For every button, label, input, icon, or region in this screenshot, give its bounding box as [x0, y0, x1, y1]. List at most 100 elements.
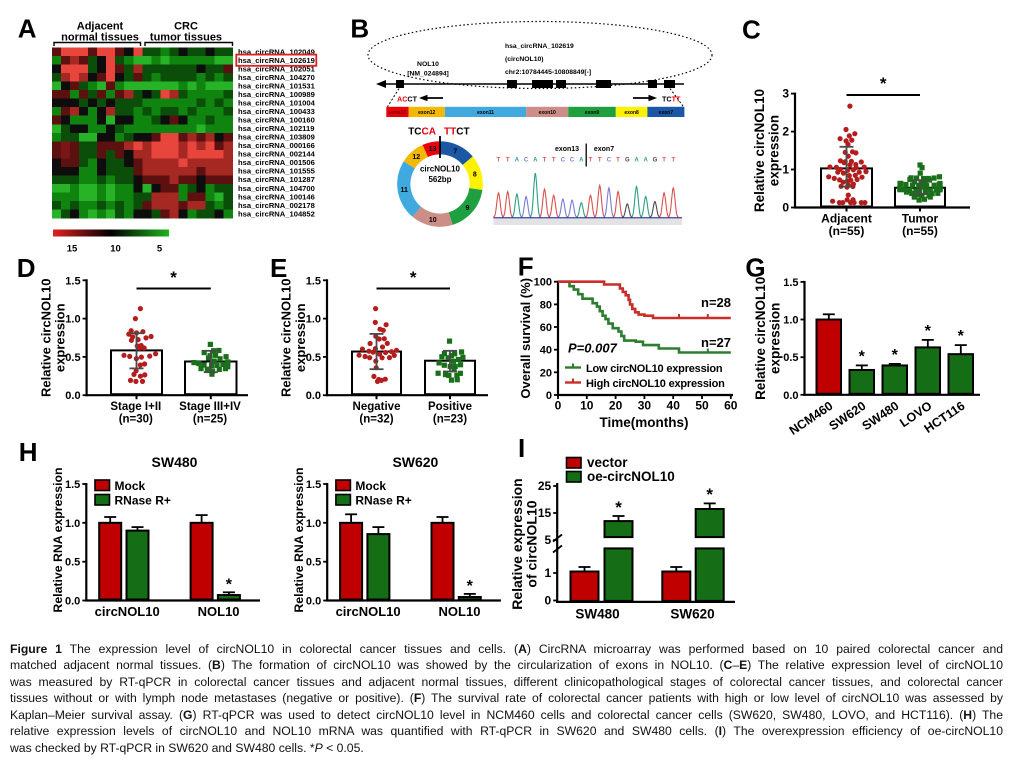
svg-text:5: 5: [545, 533, 552, 547]
svg-text:Adjacent: Adjacent: [821, 211, 872, 225]
svg-text:*: *: [467, 578, 474, 595]
svg-text:9: 9: [466, 205, 470, 212]
svg-text:0.0: 0.0: [783, 390, 798, 402]
svg-text:hsa_circRNA_102051: hsa_circRNA_102051: [238, 64, 316, 73]
svg-text:NOL10: NOL10: [198, 604, 240, 619]
svg-text:*: *: [892, 347, 899, 364]
svg-text:Adjacent: Adjacent: [77, 21, 124, 33]
svg-text:P=0.007: P=0.007: [568, 341, 618, 356]
svg-text:(n=55): (n=55): [829, 224, 865, 238]
svg-text:5: 5: [157, 244, 163, 255]
svg-text:Overall survival (%): Overall survival (%): [518, 278, 533, 399]
svg-text:normal tissues: normal tissues: [61, 32, 139, 44]
svg-text:20: 20: [609, 399, 623, 413]
svg-text:SW480: SW480: [152, 454, 198, 470]
svg-text:of circNOL10: of circNOL10: [524, 500, 540, 587]
svg-text:(n=23): (n=23): [433, 414, 467, 426]
svg-text:expression: expression: [293, 303, 308, 372]
svg-text:B: B: [350, 13, 369, 43]
svg-text:1.5: 1.5: [306, 479, 321, 491]
svg-text:*: *: [615, 498, 622, 517]
svg-text:60: 60: [540, 322, 552, 334]
svg-text:T: T: [671, 158, 675, 164]
svg-text:hsa_circRNA_104700: hsa_circRNA_104700: [238, 184, 315, 193]
svg-text:*: *: [859, 348, 866, 365]
svg-text:Relative circNOL10: Relative circNOL10: [279, 278, 294, 397]
svg-text:hsa_circRNA_103809: hsa_circRNA_103809: [238, 133, 315, 142]
svg-text:0.0: 0.0: [65, 390, 80, 402]
svg-text:Relative circNOL10: Relative circNOL10: [38, 278, 53, 397]
svg-text:0: 0: [782, 201, 789, 215]
svg-text:hsa_circRNA_101004: hsa_circRNA_101004: [238, 99, 316, 108]
svg-text:expression: expression: [767, 115, 782, 186]
svg-text:NOL10: NOL10: [439, 604, 481, 619]
svg-text:0: 0: [545, 594, 552, 608]
svg-text:hsa_circRNA_001506: hsa_circRNA_001506: [238, 158, 315, 167]
svg-text:T: T: [552, 158, 556, 164]
svg-text:H: H: [19, 437, 38, 467]
svg-text:60: 60: [724, 399, 738, 413]
svg-text:hsa_circRNA_102049: hsa_circRNA_102049: [238, 47, 315, 56]
svg-text:High circNOL10 expression: High circNOL10 expression: [586, 378, 725, 390]
svg-text:*: *: [958, 328, 965, 345]
svg-text:(n=30): (n=30): [119, 414, 153, 426]
svg-text:hsa_circRNA_104270: hsa_circRNA_104270: [238, 73, 315, 82]
svg-text:exon9: exon9: [585, 110, 600, 116]
svg-text:30: 30: [638, 399, 652, 413]
svg-text:10: 10: [110, 244, 121, 255]
svg-text:hsa_circRNA_101555: hsa_circRNA_101555: [238, 167, 316, 176]
svg-text:2: 2: [782, 125, 789, 139]
svg-text:hsa_circRNA_100989: hsa_circRNA_100989: [238, 90, 315, 99]
svg-text:exon13: exon13: [389, 110, 406, 116]
svg-text:TCTT: TCTT: [662, 95, 681, 104]
svg-text:Time(months): Time(months): [599, 415, 688, 430]
svg-text:0.5: 0.5: [306, 352, 321, 364]
svg-text:0: 0: [546, 390, 552, 402]
svg-text:15: 15: [67, 244, 78, 255]
svg-text:A: A: [515, 158, 520, 164]
svg-text:TCCA: TCCA: [408, 127, 436, 138]
svg-text:G: G: [653, 158, 658, 164]
svg-text:(circNOL10): (circNOL10): [505, 56, 544, 63]
svg-text:20: 20: [540, 367, 552, 379]
svg-text:hsa_circRNA_100146: hsa_circRNA_100146: [238, 192, 315, 201]
svg-text:G: G: [745, 253, 765, 283]
svg-text:T: T: [543, 158, 547, 164]
svg-text:T: T: [662, 158, 666, 164]
svg-text:hsa_circRNA_100160: hsa_circRNA_100160: [238, 116, 315, 125]
svg-text:tumor tissues: tumor tissues: [150, 32, 222, 44]
svg-text:1.0: 1.0: [306, 518, 321, 530]
svg-text:n=27: n=27: [701, 335, 731, 350]
svg-text:0.5: 0.5: [783, 352, 798, 364]
svg-text:n=28: n=28: [701, 295, 731, 310]
svg-text:Mock: Mock: [115, 479, 146, 493]
svg-text:Tumor: Tumor: [902, 211, 939, 225]
svg-text:*: *: [925, 323, 932, 340]
svg-text:NOL10: NOL10: [417, 61, 439, 68]
svg-text:C: C: [524, 158, 529, 164]
svg-text:Positive: Positive: [428, 401, 472, 413]
svg-text:100: 100: [534, 277, 552, 289]
svg-text:(n=32): (n=32): [359, 414, 393, 426]
svg-text:circNOL10: circNOL10: [336, 604, 401, 619]
svg-text:0.5: 0.5: [65, 352, 80, 364]
svg-text:25: 25: [538, 479, 552, 493]
svg-text:RNase R+: RNase R+: [115, 494, 171, 508]
svg-text:0.0: 0.0: [65, 596, 80, 608]
svg-text:40: 40: [667, 399, 681, 413]
svg-text:hsa_circRNA_102119: hsa_circRNA_102119: [238, 124, 314, 133]
svg-text:C: C: [570, 158, 575, 164]
svg-text:1.0: 1.0: [783, 315, 798, 327]
svg-text:*: *: [170, 268, 177, 287]
svg-text:Low circNOL10 expression: Low circNOL10 expression: [586, 363, 723, 375]
svg-text:(n=55): (n=55): [902, 224, 938, 238]
svg-text:1: 1: [545, 566, 552, 580]
svg-text:A: A: [579, 158, 584, 164]
svg-text:RNase R+: RNase R+: [355, 494, 411, 508]
svg-text:Relative expression: Relative expression: [509, 478, 525, 610]
svg-text:hsa_circRNA_101531: hsa_circRNA_101531: [238, 81, 316, 90]
svg-text:T: T: [506, 158, 510, 164]
svg-text:50: 50: [695, 399, 709, 413]
svg-text:8: 8: [473, 171, 477, 178]
svg-text:circNOL10: circNOL10: [95, 604, 160, 619]
